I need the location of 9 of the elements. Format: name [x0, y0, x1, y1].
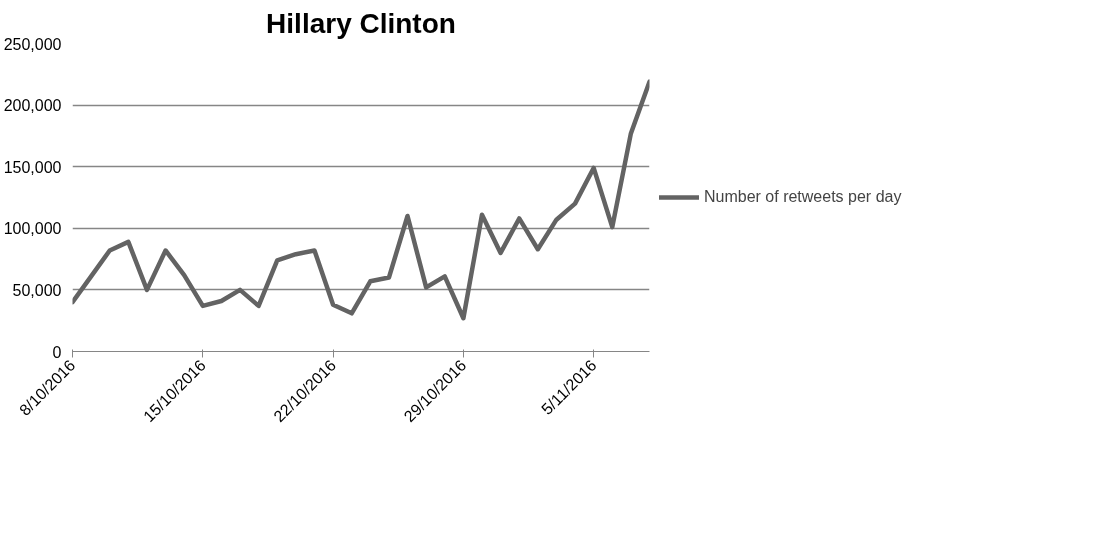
y-tick-label: 50,000 — [12, 281, 62, 299]
y-tick-label: 250,000 — [3, 35, 62, 53]
y-tick-label: 150,000 — [3, 158, 62, 176]
legend-label: Number of retweets per day — [704, 188, 902, 206]
y-tick-label: 200,000 — [3, 97, 62, 115]
line-series — [72, 79, 650, 321]
chart-title: Hillary Clinton — [266, 7, 456, 39]
y-tick-label: 100,000 — [3, 220, 62, 238]
y-tick-label: 0 — [52, 343, 62, 361]
